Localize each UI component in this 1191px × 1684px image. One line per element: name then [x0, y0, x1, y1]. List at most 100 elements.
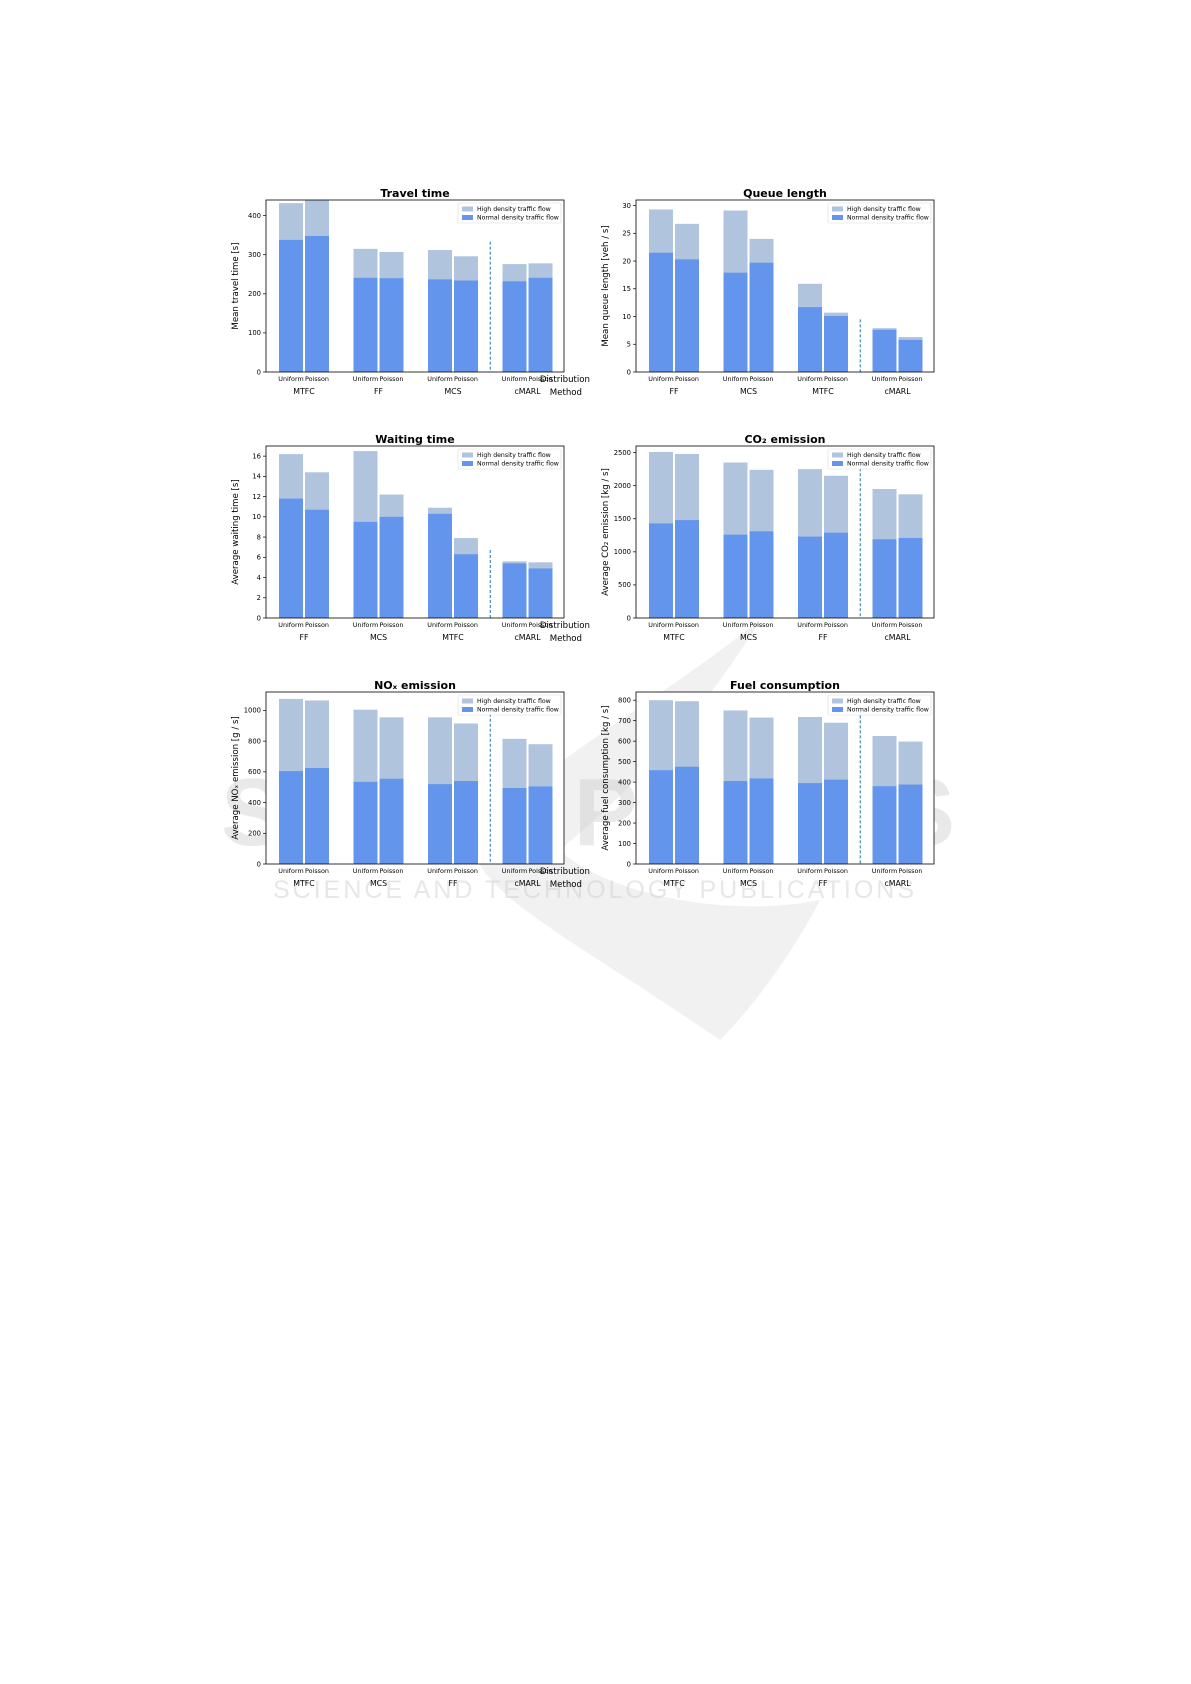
x-tick-label-poisson: Poisson	[454, 375, 478, 383]
y-tick-label: 30	[622, 202, 631, 210]
chart-title: Queue length	[743, 187, 827, 200]
y-tick-label: 600	[618, 737, 631, 745]
y-tick-label: 0	[257, 614, 261, 622]
bar-normal-density	[428, 513, 452, 618]
bar-normal-density	[305, 768, 329, 864]
legend	[827, 694, 932, 716]
x-tick-label-poisson: Poisson	[529, 375, 553, 383]
legend-label-high: High density traffic flow	[847, 452, 921, 459]
y-tick-label: 0	[627, 368, 631, 376]
y-tick-label: 500	[618, 581, 631, 589]
x-tick-label-poisson: Poisson	[529, 867, 553, 875]
x-tick-label-uniform: Uniform	[648, 375, 673, 383]
x-tick-label-uniform: Uniform	[427, 375, 452, 383]
legend-swatch-high	[462, 206, 473, 212]
x-tick-label-uniform: Uniform	[353, 375, 378, 383]
legend-label-high: High density traffic flow	[847, 698, 921, 705]
plot-frame	[265, 199, 565, 373]
x-tick-label-poisson: Poisson	[305, 621, 329, 629]
x-tick-label-uniform: Uniform	[872, 867, 897, 875]
bar-normal-density	[649, 252, 673, 372]
y-tick-label: 10	[622, 313, 631, 321]
bar-normal-density	[428, 279, 452, 372]
legend-label-high: High density traffic flow	[477, 698, 551, 705]
group-label: cMARL	[514, 387, 541, 396]
bar-normal-density	[872, 786, 897, 864]
y-tick-label: 2	[257, 594, 261, 602]
chart-title: CO₂ emission	[744, 433, 825, 446]
bar-normal-density	[454, 781, 478, 864]
legend-label-normal: Normal density traffic flow	[477, 461, 559, 468]
x-tick-label-uniform: Uniform	[278, 375, 303, 383]
bar-normal-density	[898, 784, 923, 864]
y-axis-label: Average CO₂ emission [kg / s]	[601, 468, 611, 596]
x-tick-label-uniform: Uniform	[797, 621, 822, 629]
x-tick-label-uniform: Uniform	[278, 621, 303, 629]
bar-normal-density	[749, 778, 774, 864]
y-tick-label: 10	[252, 513, 261, 521]
bar-normal-density	[649, 770, 673, 864]
group-label: MTFC	[293, 387, 315, 396]
bar-normal-density	[502, 281, 527, 372]
bar-normal-density	[379, 516, 404, 618]
legend-label-normal: Normal density traffic flow	[477, 215, 559, 222]
legend-swatch-normal	[832, 215, 843, 220]
y-tick-label: 16	[252, 452, 261, 460]
legend-swatch-normal	[462, 707, 473, 712]
y-tick-label: 15	[622, 285, 631, 293]
legend	[457, 448, 562, 470]
bar-normal-density	[723, 781, 748, 864]
x-tick-label-uniform: Uniform	[723, 621, 748, 629]
y-tick-label: 6	[257, 554, 261, 562]
bar-normal-density	[675, 259, 699, 372]
bar-normal-density	[279, 771, 303, 864]
y-axis-label: Average NOₓ emission [g / s]	[231, 716, 241, 840]
y-tick-label: 800	[248, 737, 261, 745]
plot-frame	[635, 691, 935, 865]
group-label: cMARL	[514, 633, 541, 642]
x-tick-label-poisson: Poisson	[750, 867, 774, 875]
bar-normal-density	[898, 537, 923, 618]
x-axis-title-method: Method	[550, 880, 582, 890]
x-tick-label-poisson: Poisson	[899, 621, 923, 629]
legend	[457, 202, 562, 224]
group-label: MTFC	[812, 387, 834, 396]
y-tick-label: 4	[257, 574, 261, 582]
bar-normal-density	[454, 280, 478, 372]
group-label: MCS	[444, 387, 461, 396]
legend-label-normal: Normal density traffic flow	[477, 707, 559, 714]
y-axis-label: Mean travel time [s]	[231, 242, 241, 329]
group-label: FF	[449, 879, 458, 888]
group-label: MCS	[370, 879, 387, 888]
group-label: MTFC	[663, 633, 685, 642]
group-label: FF	[819, 633, 828, 642]
x-tick-label-poisson: Poisson	[380, 621, 404, 629]
group-label: cMARL	[514, 879, 541, 888]
x-tick-label-poisson: Poisson	[899, 867, 923, 875]
y-tick-label: 200	[618, 819, 631, 827]
x-tick-label-poisson: Poisson	[675, 621, 699, 629]
y-tick-label: 1000	[244, 707, 261, 715]
chart-co2-emission: CO₂ emission 0 500 1000 1500 2000 2500 Average …	[540, 433, 935, 644]
group-label: FF	[300, 633, 309, 642]
y-tick-label: 20	[622, 257, 631, 265]
legend-swatch-normal	[462, 461, 473, 466]
bar-normal-density	[279, 239, 303, 372]
x-tick-label-poisson: Poisson	[899, 375, 923, 383]
bar-normal-density	[798, 783, 822, 864]
bar-normal-density	[824, 532, 848, 618]
legend	[827, 448, 932, 470]
y-axis-label: Average fuel consumption [kg / s]	[601, 705, 611, 850]
bar-normal-density	[723, 272, 748, 372]
group-label: FF	[819, 879, 828, 888]
x-tick-label-poisson: Poisson	[675, 867, 699, 875]
y-tick-label: 200	[248, 830, 261, 838]
legend-swatch-normal	[832, 461, 843, 466]
x-tick-label-uniform: Uniform	[797, 867, 822, 875]
x-tick-label-poisson: Poisson	[750, 375, 774, 383]
bar-normal-density	[379, 778, 404, 864]
y-tick-label: 14	[252, 473, 261, 481]
x-tick-label-poisson: Poisson	[824, 375, 848, 383]
x-tick-label-uniform: Uniform	[353, 621, 378, 629]
plot-frame	[265, 691, 565, 865]
